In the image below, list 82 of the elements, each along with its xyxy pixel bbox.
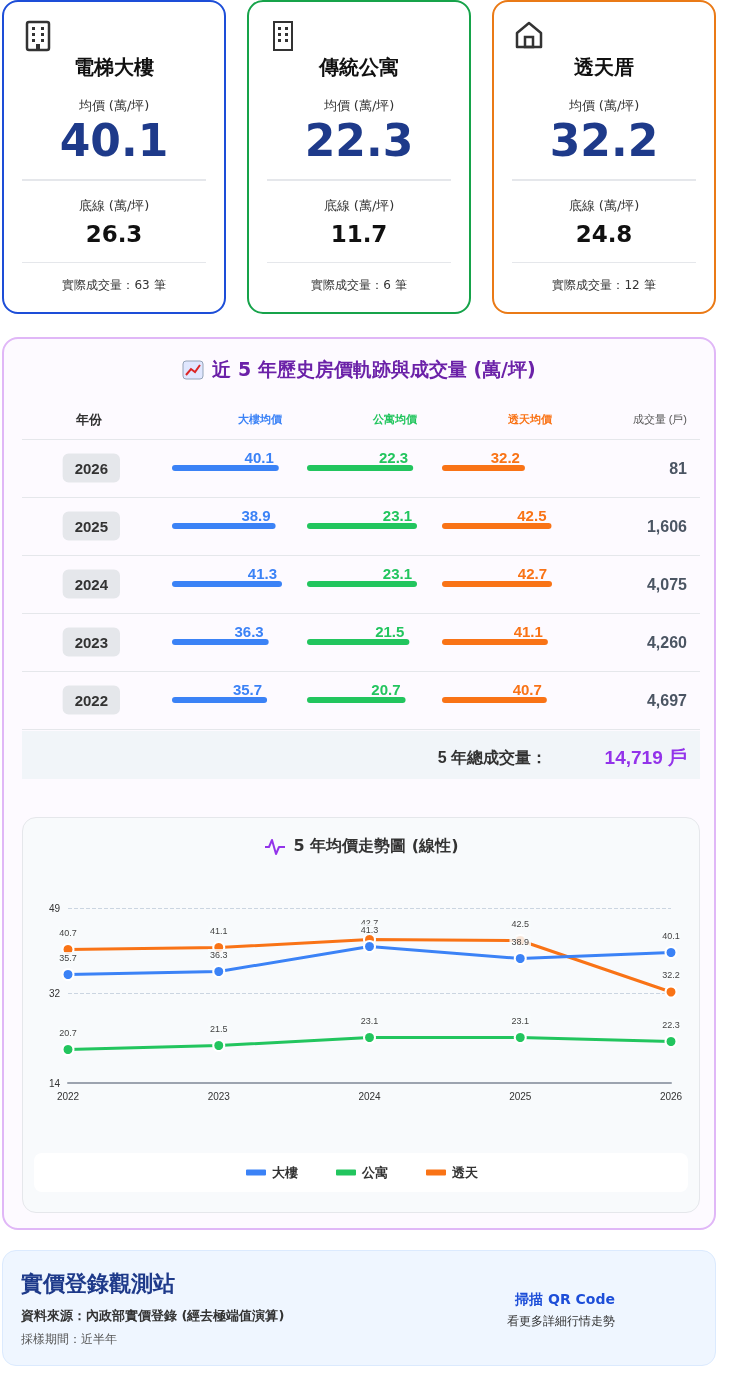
data-label: 21.5 xyxy=(209,1023,228,1034)
x-tick-label: 2025 xyxy=(509,1090,532,1102)
data-label: 40.1 xyxy=(662,930,680,941)
text: 14,719 戶 xyxy=(604,746,687,768)
text: 實際成交量：63 筆 xyxy=(22,262,206,294)
text: 公寓均價 xyxy=(372,413,418,425)
data-label: 41.1 xyxy=(513,622,543,640)
x-tick-label: 2024 xyxy=(358,1090,382,1102)
data-label: 22.3 xyxy=(662,1019,680,1030)
text: 32.2 xyxy=(548,115,660,167)
data-label: 41.3 xyxy=(360,924,379,935)
text: 透天厝 xyxy=(573,54,635,81)
data-label: 32.2 xyxy=(662,970,680,980)
y-tick-label: 2026 xyxy=(74,459,108,477)
text: 24.8 xyxy=(574,221,634,247)
data-label: 41.3 xyxy=(247,564,277,582)
text: 看更多詳細行情走勢 xyxy=(507,1313,615,1330)
text: 40.1 xyxy=(58,115,170,167)
text: 掃描 QR Code xyxy=(514,1291,615,1309)
data-label: 42.7 xyxy=(517,564,547,582)
data-label: 40.7 xyxy=(512,680,542,698)
text: 底線 (萬/坪) xyxy=(322,197,396,215)
y-tick-label: 14 xyxy=(48,1077,61,1089)
data-label: 35.7 xyxy=(232,680,263,698)
text: 1,606 xyxy=(646,517,688,535)
legend-label: 公寓 xyxy=(361,1165,388,1180)
text: 透天均價 xyxy=(507,413,553,425)
y-tick-label: 32 xyxy=(48,987,61,999)
text: 實際成交量：12 筆 xyxy=(512,262,696,294)
text: 81 xyxy=(669,459,688,477)
y-tick-label: 49 xyxy=(48,902,61,914)
data-label: 38.9 xyxy=(241,506,271,524)
chart-title: 5 年均價走勢圖 (線性) xyxy=(293,836,459,857)
x-tick-label: 2023 xyxy=(207,1090,231,1102)
data-label: 40.7 xyxy=(59,927,77,938)
text: 均價 (萬/坪) xyxy=(77,97,151,115)
data-label: 36.3 xyxy=(234,622,264,640)
data-label: 22.3 xyxy=(378,448,409,466)
data-label: 42.5 xyxy=(517,506,547,524)
text: 4,697 xyxy=(646,691,688,709)
text: 22.3 xyxy=(303,115,415,167)
text: 傳統公寓 xyxy=(317,54,400,81)
x-tick-label: 2022 xyxy=(56,1090,80,1102)
y-tick-label: 2023 xyxy=(74,633,108,651)
y-axis-title: 年份 xyxy=(75,411,103,427)
data-label: 35.7 xyxy=(59,952,77,963)
data-label: 20.7 xyxy=(371,680,401,698)
data-label: 40.1 xyxy=(244,448,274,466)
text: 均價 (萬/坪) xyxy=(567,97,641,115)
data-label: 42.5 xyxy=(511,918,530,929)
data-label: 23.1 xyxy=(360,1015,379,1026)
data-label: 23.1 xyxy=(382,506,412,524)
data-label: 36.3 xyxy=(209,949,228,960)
text: 5 年總成交量： xyxy=(437,747,547,766)
text: 電梯大樓 xyxy=(73,54,155,81)
text: 實價登錄觀測站 xyxy=(21,1270,175,1298)
data-label: 20.7 xyxy=(59,1027,77,1038)
text: 實際成交量：6 筆 xyxy=(267,262,451,294)
source-note: 資料來源：內政部實價登錄 (經去極端值演算) xyxy=(21,1307,285,1325)
data-label: 21.5 xyxy=(375,622,405,640)
data-label: 23.1 xyxy=(511,1015,530,1026)
data-label: 23.1 xyxy=(382,564,412,582)
text: 26.3 xyxy=(84,221,144,247)
text: 11.7 xyxy=(329,221,389,247)
x-tick-label: 2026 xyxy=(659,1090,683,1102)
text: 採樣期間：近半年 xyxy=(21,1331,117,1348)
data-label: 38.9 xyxy=(511,936,530,947)
data-label: 41.1 xyxy=(209,925,228,936)
y-tick-label: 2025 xyxy=(74,517,108,535)
legend-label: 透天 xyxy=(451,1165,479,1180)
y-tick-label: 2022 xyxy=(74,691,108,709)
data-label: 32.2 xyxy=(490,448,520,466)
legend-label: 大樓 xyxy=(272,1165,298,1180)
text: 均價 (萬/坪) xyxy=(322,97,396,115)
text: 大樓均價 xyxy=(238,413,283,425)
text: 成交量 (戶) xyxy=(632,413,687,425)
text: 底線 (萬/坪) xyxy=(77,197,151,215)
y-tick-label: 2024 xyxy=(74,575,109,593)
text: 近 5 年歷史房價軌跡與成交量 (萬/坪) xyxy=(212,357,536,382)
text: 4,260 xyxy=(646,633,688,651)
text: 底線 (萬/坪) xyxy=(567,197,641,215)
text: 4,075 xyxy=(646,575,688,593)
